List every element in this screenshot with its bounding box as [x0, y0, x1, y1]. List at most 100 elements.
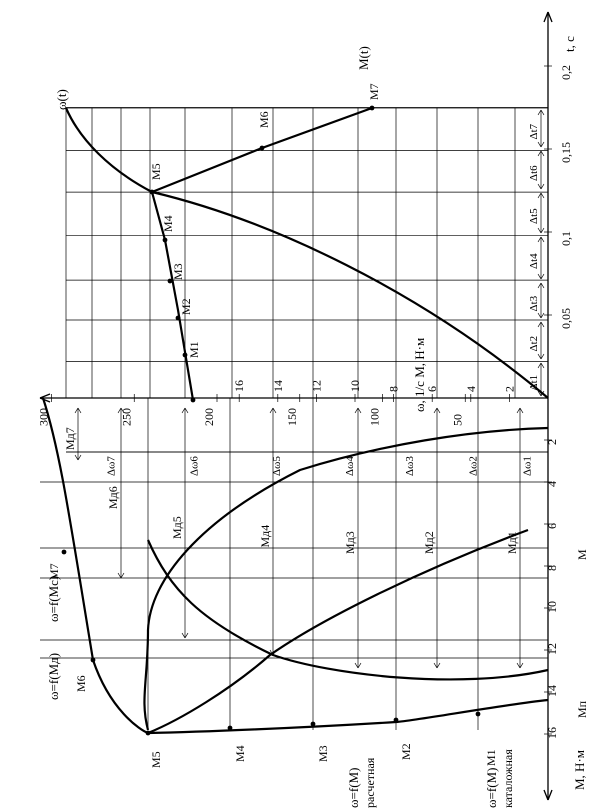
m-point-bottom-label: M1: [484, 749, 498, 766]
arrow-head: [537, 192, 542, 199]
m-point: [175, 315, 181, 321]
arrow-head: [540, 321, 545, 328]
m-point: [259, 145, 265, 151]
arrow-head: [39, 393, 51, 399]
omega-t-label: ω(t): [54, 89, 69, 110]
arrow-head: [547, 11, 553, 23]
arrow-head: [537, 236, 542, 243]
omega-cat-curve: [147, 528, 529, 735]
m-mid-tick-label: 8: [387, 386, 401, 392]
m-point: [149, 189, 155, 195]
m-point-label: M6: [257, 111, 271, 128]
omega-md-label: ω=f(Mд): [46, 653, 61, 700]
arrow-head: [354, 407, 359, 414]
t-axis-title: t, c: [562, 36, 577, 52]
arrow-head: [540, 273, 545, 280]
m6-label: M6: [74, 675, 88, 692]
m-point-label: M1: [187, 341, 201, 358]
arrow-head: [537, 183, 542, 190]
arrow-head: [537, 109, 542, 116]
delta-t-label: Δt4: [528, 253, 540, 269]
m-tick-label: 2: [545, 439, 559, 445]
arrow-head: [540, 362, 545, 369]
omega-m-axis-title: ω, 1/c M, Н·м: [412, 338, 427, 412]
arrow-head: [540, 183, 545, 190]
arrow-head: [354, 662, 359, 669]
arrow-head: [77, 407, 82, 414]
arrow-head: [540, 312, 545, 319]
arrow-head: [357, 407, 362, 414]
m-point-label: M5: [149, 163, 163, 180]
arrow-head: [184, 407, 189, 414]
m-tick-label: 4: [545, 481, 559, 487]
omega-mc-label: ω=f(Mc): [46, 576, 61, 622]
omega-calc-label: ω=f(M): [346, 768, 361, 808]
t-tick-label: 0,15: [559, 142, 573, 163]
arrow-head: [537, 321, 542, 328]
omega-tick-label: 50: [450, 414, 464, 426]
m-point-bottom: [227, 725, 233, 731]
arrow-head: [537, 312, 542, 319]
arrow-head: [519, 407, 524, 414]
m-point-bottom: [145, 730, 151, 736]
arrow-head: [181, 407, 186, 414]
m-mid-tick-label: 12: [309, 380, 323, 392]
arrow-head: [540, 227, 545, 234]
m-mid-tick-label: 10: [348, 380, 362, 392]
omega-tick-label: 300: [37, 408, 51, 426]
arrow-head: [117, 572, 122, 579]
delta-omega-label: Δω7: [106, 456, 118, 476]
arrow-head: [540, 109, 545, 116]
arrow-head: [74, 454, 79, 461]
m-point: [182, 352, 188, 358]
delta-t-label: Δt7: [528, 123, 540, 139]
delta-t-label: Δt1: [528, 375, 540, 391]
arrow-head: [540, 192, 545, 199]
m-tick-label: 8: [545, 565, 559, 571]
m-mid-tick-label: 14: [271, 380, 285, 392]
md-label: Mд3: [343, 531, 357, 554]
m-tick-label: 16: [545, 727, 559, 739]
m-point-label: M4: [161, 215, 175, 232]
md-label: Mд7: [63, 427, 77, 450]
arrow-head: [543, 11, 549, 23]
arrow-head: [537, 353, 542, 360]
omega-md-curve: [41, 397, 149, 735]
t-tick-label: 0,1: [559, 231, 573, 246]
md-label: Mд2: [422, 531, 436, 554]
m-point-bottom: [310, 721, 316, 727]
arrow-head: [540, 141, 545, 148]
m-tick-label: 14: [545, 685, 559, 697]
m7-label: M7: [47, 563, 61, 580]
m-mid-tick-label: 6: [425, 386, 439, 392]
m-tick-label: 6: [545, 523, 559, 529]
arrow-head: [433, 407, 438, 414]
m-mid-tick-label: 2: [502, 386, 516, 392]
arrow-head: [269, 407, 274, 414]
m-point-bottom: [393, 717, 399, 723]
omega-mc-curve: [143, 426, 549, 731]
m-mid-tick-label: 16: [232, 380, 246, 392]
cat-label: каталожная: [501, 749, 515, 808]
arrow-head: [181, 632, 186, 639]
md-label: Mд4: [258, 525, 272, 548]
arrow-head: [516, 407, 521, 414]
m-t-label: M(t): [356, 46, 371, 70]
md-label: Mд6: [106, 486, 120, 509]
md-label: Mд5: [170, 516, 184, 539]
delta-omega-label: Δω5: [271, 456, 283, 476]
arrow-head: [540, 282, 545, 289]
arrow-head: [516, 662, 521, 669]
arrow-head: [120, 407, 125, 414]
m-tick-label: 12: [545, 643, 559, 655]
arrow-head: [537, 362, 542, 369]
arrow-head: [537, 390, 542, 397]
delta-t-label: Δt2: [528, 336, 540, 352]
delta-t-label: Δt3: [528, 295, 540, 311]
m-point: [369, 105, 375, 111]
arrow-head: [117, 407, 122, 414]
m-point-bottom-label: M4: [233, 745, 247, 762]
omega-cat-label: ω=f(M): [484, 768, 499, 808]
omega-tick-label: 200: [202, 408, 216, 426]
arrow-head: [537, 227, 542, 234]
